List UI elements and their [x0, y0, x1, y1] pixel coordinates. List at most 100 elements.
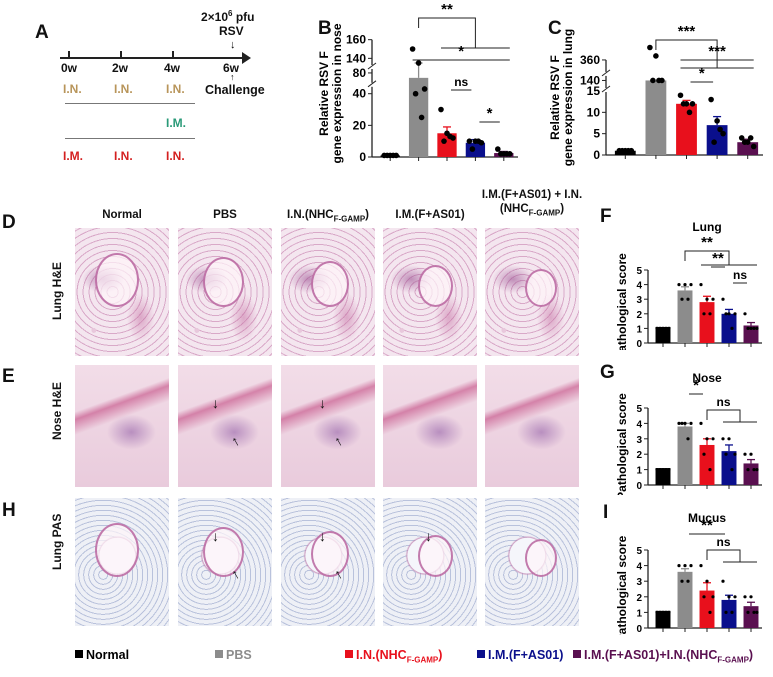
- y-tick-label: 140: [346, 51, 366, 65]
- data-point: [415, 60, 422, 66]
- data-point: [689, 101, 696, 107]
- down-arrow-icon: ↓: [230, 39, 236, 51]
- column-header: PBS: [170, 208, 280, 222]
- panel-label-g: G: [600, 362, 615, 383]
- column-header: I.M.(F+AS01) + I.N.(NHCF-GAMP): [477, 188, 587, 220]
- histology-image: ↓ ↓: [281, 365, 375, 487]
- data-point: [749, 595, 753, 599]
- data-point: [667, 610, 671, 614]
- significance-label: ns: [733, 268, 747, 282]
- data-point: [708, 312, 712, 316]
- challenge-dose: 2×106 pfu: [201, 9, 254, 24]
- panel-label-d: D: [2, 212, 16, 233]
- significance-label: *: [693, 377, 699, 394]
- data-point: [504, 151, 510, 157]
- bar-0: [655, 610, 671, 628]
- bracket-line: [706, 409, 741, 422]
- data-point: [724, 312, 728, 316]
- y-axis-label: Relative RSV F: [318, 51, 331, 136]
- bar-3: [721, 599, 737, 628]
- panel-label-h: H: [2, 500, 16, 521]
- panel-label-b: B: [318, 18, 332, 39]
- y-axis-label: gene expression in lung: [561, 29, 575, 166]
- data-point: [686, 437, 690, 441]
- significance-label: *: [487, 105, 493, 122]
- bar-2: [699, 302, 715, 343]
- timeline-arrow-icon: [242, 52, 251, 64]
- data-point: [689, 283, 693, 287]
- data-point: [686, 579, 690, 583]
- row-label: Lung PAS: [50, 513, 64, 570]
- panel-label-a: A: [35, 22, 49, 43]
- data-point: [727, 595, 731, 599]
- bar-4: [743, 606, 759, 628]
- chart-title: Lung: [692, 220, 721, 234]
- header-subscript: F-GAMP: [528, 208, 561, 218]
- divider: [65, 103, 195, 104]
- regimen-label: I.N.: [166, 149, 185, 163]
- data-point: [664, 610, 668, 614]
- data-point: [714, 118, 720, 124]
- bar-3: [706, 125, 728, 155]
- y-tick-label: 5: [636, 546, 642, 557]
- airway-lumen: [95, 523, 139, 577]
- histology-image: [75, 228, 169, 356]
- data-point: [495, 146, 501, 152]
- challenge-label: Challenge: [205, 83, 265, 97]
- data-point: [683, 564, 687, 568]
- data-point: [699, 283, 703, 287]
- arrow-icon: ↓: [229, 567, 244, 585]
- data-point: [724, 610, 728, 614]
- significance-label: ns: [454, 75, 468, 89]
- tick-label: 4w: [164, 61, 181, 75]
- axis-break-mark: [367, 62, 377, 70]
- tick-label: 0w: [61, 61, 78, 75]
- y-tick-label: 2: [636, 310, 642, 321]
- y-tick-label: 10: [587, 105, 601, 119]
- y-tick-label: 360: [580, 53, 600, 67]
- data-point: [390, 152, 396, 159]
- arrow-icon: ↓: [212, 528, 219, 544]
- significance-label: **: [701, 517, 713, 534]
- axis-break: [602, 88, 610, 92]
- header-main: PBS: [213, 209, 237, 221]
- data-point: [721, 437, 725, 441]
- legend: Normal PBS I.N.(NHCF-GAMP) I.M.(F+AS01) I.M.…: [0, 648, 773, 670]
- legend-item: PBS: [215, 648, 252, 662]
- bar-1: [645, 80, 667, 155]
- data-point: [699, 421, 703, 425]
- y-tick-label: 20: [353, 118, 367, 132]
- data-point: [705, 297, 709, 301]
- significance-label: ***: [708, 43, 726, 60]
- data-point: [733, 452, 737, 456]
- data-point: [658, 610, 662, 614]
- data-point: [418, 114, 425, 121]
- data-point: [711, 437, 715, 441]
- data-point: [733, 312, 737, 316]
- y-tick-label: 140: [580, 73, 600, 87]
- data-point: [721, 579, 725, 583]
- significance-label: **: [441, 1, 453, 18]
- legend-label: I.M.(F+AS01)+I.N.(NHC: [584, 648, 718, 662]
- y-tick-label: 1: [636, 324, 642, 335]
- data-point: [661, 326, 665, 330]
- data-point: [711, 297, 715, 301]
- data-point: [655, 610, 659, 614]
- data-point: [743, 312, 747, 316]
- bracket-line: [706, 549, 741, 562]
- significance-label: *: [699, 65, 705, 82]
- legend-label: PBS: [226, 648, 252, 662]
- dose-exponent: 6: [228, 9, 233, 18]
- legend-swatch: [215, 650, 223, 658]
- column-header: Normal: [67, 208, 177, 222]
- row-label: Nose H&E: [50, 381, 64, 440]
- data-point: [702, 595, 706, 599]
- data-point: [661, 610, 665, 614]
- y-axis-label: Pathological score: [615, 393, 629, 495]
- legend-subscript: F-GAMP: [717, 655, 749, 665]
- data-point: [733, 595, 737, 599]
- data-point: [658, 468, 662, 472]
- data-point: [438, 106, 444, 113]
- histology-image: ↓ ↓: [178, 365, 272, 487]
- histology-image: ↓: [383, 498, 477, 626]
